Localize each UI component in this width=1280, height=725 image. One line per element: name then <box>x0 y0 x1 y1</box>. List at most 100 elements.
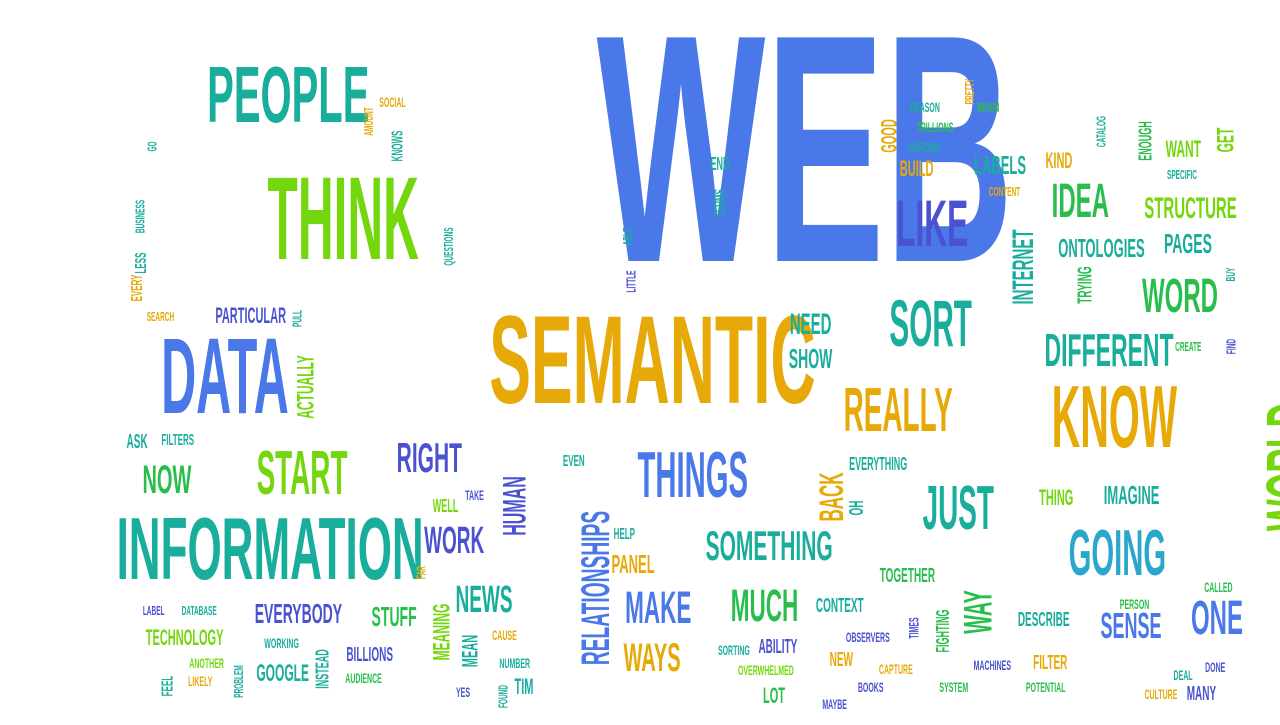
word-sort: SORT <box>889 286 972 360</box>
word-done: DONE <box>1205 659 1226 675</box>
word-number: NUMBER <box>499 655 531 671</box>
word-show: SHOW <box>788 343 833 374</box>
word-things: THINGS <box>637 438 749 511</box>
word-know: KNOW <box>1051 367 1177 466</box>
word-filter: FILTER <box>1033 652 1068 674</box>
word-technology: TECHNOLOGY <box>145 625 224 650</box>
word-context: CONTEXT <box>815 595 864 617</box>
word-different: DIFFERENT <box>1044 324 1174 376</box>
word-way: WAY <box>956 590 1001 634</box>
word-go: GO <box>144 141 160 152</box>
word-ontologies: ONTOLOGIES <box>1058 233 1145 263</box>
word-trillions: TRILLIONS <box>916 119 954 135</box>
word-make: MAKE <box>625 582 692 633</box>
word-world: WORLD <box>1252 402 1280 532</box>
word-every: EVERY <box>128 274 146 302</box>
word-machines: MACHINES <box>973 657 1012 673</box>
word-something: SOMETHING <box>705 522 833 569</box>
word-knows: KNOWS <box>389 130 407 162</box>
word-together: TOGETHER <box>879 565 936 587</box>
word-want: WANT <box>1165 136 1201 163</box>
word-buy: BUY <box>1223 267 1239 282</box>
word-potential: POTENTIAL <box>1025 679 1066 695</box>
word-web: WEB <box>596 0 1014 330</box>
word-brain: BRAIN <box>977 99 1000 115</box>
word-pull: PULL <box>289 310 305 327</box>
word-person: PERSON <box>1119 596 1150 612</box>
word-thing: THING <box>1039 485 1074 510</box>
word-content: CONTENT <box>988 184 1021 199</box>
word-specific: SPECIFIC <box>1166 167 1197 182</box>
word-one: ONE <box>1191 592 1244 645</box>
word-maybe: MAYBE <box>822 696 847 712</box>
word-even: EVEN <box>562 453 585 470</box>
word-search: SEARCH <box>146 309 175 324</box>
word-ability: ABILITY <box>758 636 798 658</box>
word-back: BACK <box>813 472 852 522</box>
word-enough: ENOUGH <box>1135 121 1156 161</box>
word-internet: INTERNET <box>1007 229 1040 305</box>
word-need: NEED <box>789 308 832 341</box>
word-yes: YES <box>456 684 471 700</box>
word-label: LABEL <box>142 603 165 618</box>
word-relationships: RELATIONSHIPS <box>573 510 618 666</box>
word-work: WORK <box>424 520 485 562</box>
word-like: LIKE <box>896 186 969 260</box>
word-overwhelmed: OVERWHELMED <box>737 662 794 678</box>
word-pages: PAGES <box>1163 228 1212 259</box>
word-likely: LIKELY <box>188 673 213 689</box>
word-think: THINK <box>267 153 419 285</box>
word-cause: CAUSE <box>492 627 517 643</box>
word-everything: EVERYTHING <box>849 454 908 474</box>
word-lot: LOT <box>763 683 785 708</box>
word-much: MUCH <box>730 580 799 631</box>
word-times: TIMES <box>905 617 922 639</box>
word-pretty: PRETTY <box>962 78 978 105</box>
word-far: FAR <box>413 566 429 579</box>
word-going: GOING <box>1068 516 1167 589</box>
word-idea: IDEA <box>1051 175 1110 228</box>
word-found: FOUND <box>495 684 511 709</box>
word-business: BUSINESS <box>132 199 148 234</box>
word-actually: ACTUALLY <box>292 355 320 419</box>
word-help: HELP <box>613 526 636 543</box>
word-another: ANOTHER <box>189 655 224 671</box>
word-fighting: FIGHTING <box>933 609 953 653</box>
word-labels: LABELS <box>974 150 1026 180</box>
word-books: BOOKS <box>857 679 884 695</box>
word-database: DATABASE <box>181 603 217 618</box>
word-kind: KIND <box>1045 148 1073 173</box>
word-sense: SENSE <box>1100 605 1162 646</box>
word-get: GET <box>1212 127 1240 153</box>
word-tim: TIM <box>514 674 534 699</box>
word-panel: PANEL <box>611 549 655 579</box>
word-little: LITTLE <box>623 270 639 293</box>
word-everybody: EVERYBODY <box>254 598 343 629</box>
word-right: RIGHT <box>396 434 462 481</box>
word-arrows: ARROWS <box>908 139 941 155</box>
word-trying: TRYING <box>1074 266 1097 304</box>
word-human: HUMAN <box>496 476 533 536</box>
word-meaning: MEANING <box>428 603 456 661</box>
word-catalog: CATALOG <box>1093 115 1109 148</box>
word-instead: INSTEAD <box>312 649 333 689</box>
word-able: ABLE <box>620 227 636 246</box>
word-really: REALLY <box>843 376 953 445</box>
word-semantic: SEMANTIC <box>489 291 816 430</box>
word-ways: WAYS <box>623 636 681 680</box>
word-build: BUILD <box>899 156 934 181</box>
word-sorting: SORTING <box>717 642 750 658</box>
word-culture: CULTURE <box>1144 686 1178 702</box>
word-filters: FILTERS <box>161 432 195 449</box>
word-just: JUST <box>922 474 994 543</box>
word-mean: MEAN <box>457 634 483 668</box>
word-describe: DESCRIBE <box>1017 609 1070 631</box>
word-reason: REASON <box>909 99 940 115</box>
word-feel: FEEL <box>159 675 177 697</box>
word-less: LESS <box>132 252 150 274</box>
word-word: WORD <box>1141 270 1218 323</box>
word-questions: QUESTIONS <box>440 227 456 266</box>
word-news: NEWS <box>455 579 513 621</box>
word-create: CREATE <box>1175 339 1202 354</box>
word-problem: PROBLEM <box>231 665 246 698</box>
